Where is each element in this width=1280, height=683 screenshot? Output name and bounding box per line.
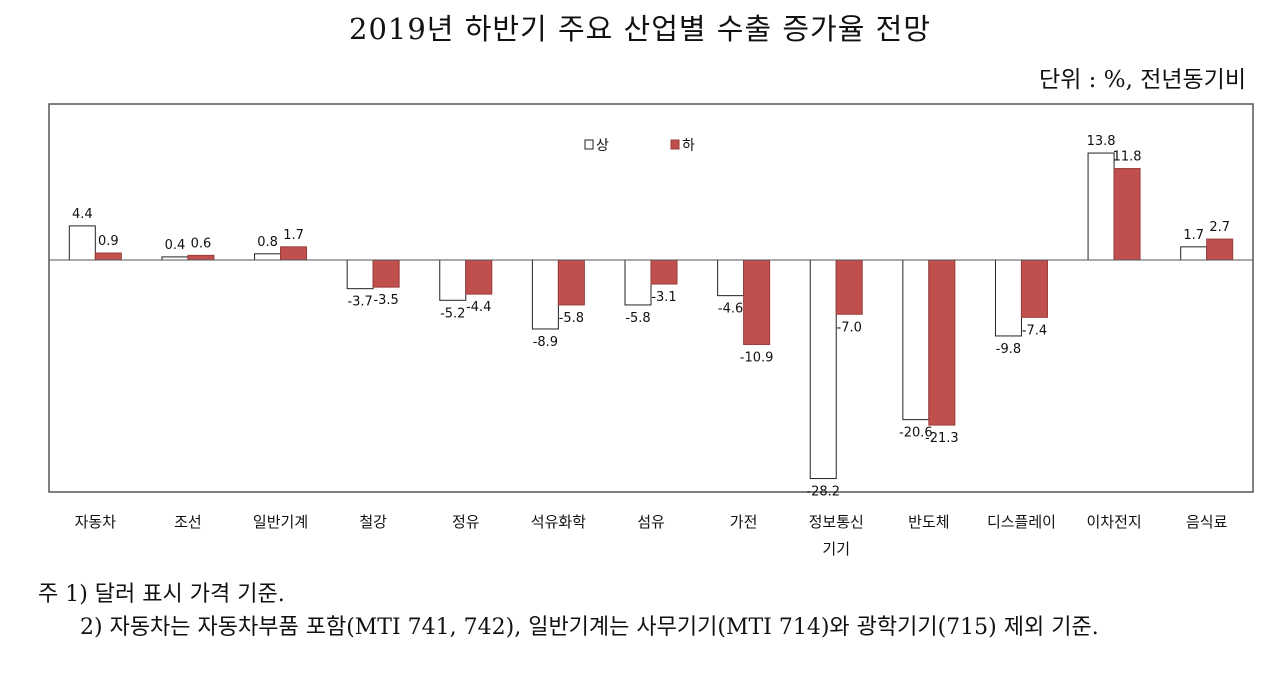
bar-second-half (465, 259, 493, 295)
category-label: 정유 (452, 513, 480, 531)
data-label: -8.9 (533, 335, 558, 350)
data-label: -4.6 (718, 302, 743, 317)
footnotes: 주 1) 달러 표시 가격 기준. 2) 자동차는 자동차부품 포함(MTI 7… (38, 578, 1268, 644)
category-label: 자동차 (75, 513, 117, 531)
bar-first-half (1087, 152, 1115, 261)
unit-label: 단위 : %, 전년동기비 (1039, 67, 1246, 93)
data-label: -5.8 (559, 311, 584, 326)
data-label: 11.8 (1113, 150, 1142, 165)
bar-second-half (835, 259, 863, 315)
data-label: -28.2 (806, 485, 840, 500)
data-label: 0.6 (191, 236, 212, 251)
bar-first-half (439, 259, 467, 301)
bar-first-half (68, 225, 96, 261)
bar-chart: 4.40.9 0.4 0.6 0.8 1.7-3.7 -3.5-5.2 -4.4-8.9-5… (48, 103, 1254, 558)
bar-first-half (346, 259, 374, 290)
data-label: -4.4 (466, 300, 491, 315)
category-label: 기기 (822, 540, 850, 558)
category-label: 음식료 (1186, 513, 1228, 531)
bar-second-half (743, 259, 771, 345)
category-label: 일반기계 (253, 513, 308, 531)
data-label: 2.7 (1209, 220, 1230, 235)
bar-first-half (809, 259, 837, 480)
chart-title: 2019년 하반기 주요 산업별 수출 증가율 전망 (349, 12, 931, 46)
bar-second-half (280, 246, 308, 261)
legend-label: 하 (682, 138, 695, 154)
data-label: -9.8 (996, 342, 1021, 357)
bar-second-half (928, 259, 956, 426)
category-label: 정보통신 (809, 513, 864, 531)
bar-first-half (902, 259, 930, 421)
data-label: 4.4 (72, 207, 93, 222)
data-label: 1.7 (1183, 228, 1204, 243)
data-label: -7.4 (1022, 323, 1047, 338)
category-label: 조선 (174, 513, 202, 531)
bar-second-half (372, 259, 400, 288)
data-label: -5.2 (440, 306, 465, 321)
data-label: -20.6 (899, 426, 933, 441)
data-label: -3.7 (347, 295, 372, 310)
category-label: 섬유 (637, 513, 665, 531)
bar-first-half (717, 259, 745, 297)
data-label: 0.9 (98, 234, 119, 249)
bar-first-half (254, 253, 282, 261)
category-label: 반도체 (908, 513, 949, 531)
category-label: 이차전지 (1086, 513, 1141, 531)
category-label: 철강 (359, 513, 387, 531)
data-label: 1.7 (283, 228, 304, 243)
bar-first-half (1180, 246, 1208, 261)
legend-label: 상 (596, 138, 609, 154)
bar-second-half (1113, 168, 1141, 261)
data-label: -21.3 (925, 431, 959, 446)
data-label: 0.4 (165, 238, 186, 253)
bar-second-half (1020, 259, 1048, 318)
data-label: 13.8 (1087, 134, 1116, 149)
footnote-1: 주 1) 달러 표시 가격 기준. (38, 582, 285, 607)
data-label: -3.5 (373, 293, 398, 308)
bar-second-half (187, 254, 215, 261)
category-label: 석유화학 (531, 513, 586, 531)
bar-second-half (650, 259, 678, 285)
category-label: 디스플레이 (987, 513, 1056, 531)
data-label: 0.8 (257, 235, 278, 250)
bar-second-half (1206, 238, 1234, 261)
legend-swatch (670, 139, 680, 150)
legend-swatch (584, 139, 594, 150)
bar-second-half (557, 259, 585, 306)
category-label: 가전 (730, 513, 758, 531)
data-label: -5.8 (625, 311, 650, 326)
footnote-2: 2) 자동차는 자동차부품 포함(MTI 741, 742), 일반기계는 사무… (80, 615, 1099, 640)
data-label: -7.0 (837, 320, 862, 335)
bar-first-half (994, 259, 1022, 337)
bars-group: 4.40.9 0.4 0.6 0.8 1.7-3.7 -3.5-5.2 -4.4-8.9-5… (68, 134, 1234, 500)
data-label: -10.9 (740, 350, 774, 365)
data-label: -3.1 (651, 290, 676, 305)
bar-first-half (624, 259, 652, 306)
bar-second-half (94, 252, 122, 261)
bar-first-half (531, 259, 559, 330)
